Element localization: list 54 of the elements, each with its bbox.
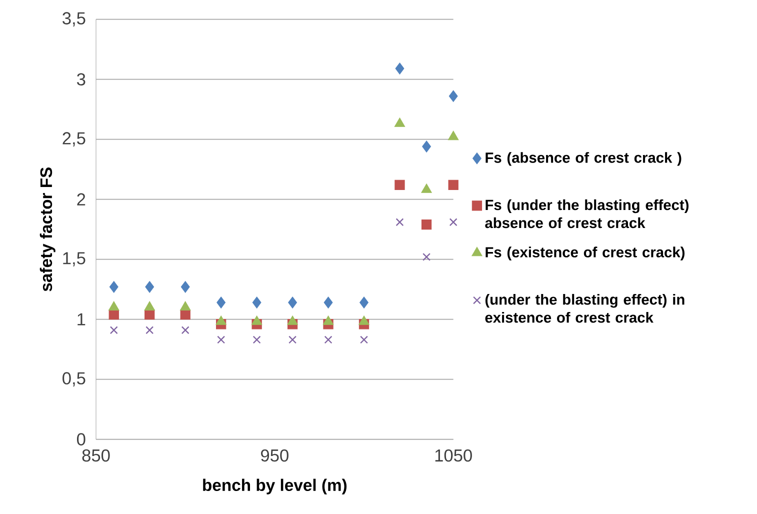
point — [146, 326, 154, 334]
point — [251, 316, 262, 325]
legend-label: Fs (under the blasting effect) absence of crest crack — [485, 199, 689, 228]
point — [394, 180, 405, 190]
point — [217, 336, 226, 344]
point — [288, 296, 298, 308]
point — [181, 326, 190, 334]
point — [144, 301, 155, 311]
y-tick-label: 3,5 — [62, 12, 86, 26]
y-tick-label: 1 — [78, 313, 86, 326]
y-tick-label: 2,5 — [62, 132, 86, 146]
legend-label: (under the blasting effect) in existence of crest crack — [485, 294, 684, 323]
y-axis-title: safety factor FS — [40, 167, 56, 292]
point — [394, 118, 406, 127]
point — [360, 296, 368, 308]
x-tick-label: 1050 — [435, 449, 472, 462]
y-tick-label: 0,5 — [62, 372, 86, 386]
point — [395, 62, 404, 74]
point — [252, 296, 262, 308]
point — [448, 180, 458, 190]
point — [422, 140, 431, 152]
x-axis-title: bench by level (m) — [203, 478, 347, 494]
point — [180, 301, 191, 311]
y-tick-label: 0 — [76, 433, 86, 446]
point — [180, 281, 190, 293]
point — [252, 336, 261, 344]
point — [108, 301, 120, 311]
point — [421, 219, 432, 230]
point — [145, 281, 154, 293]
point — [180, 309, 190, 320]
point — [422, 252, 431, 261]
point — [288, 336, 297, 344]
y-tick-label: 2 — [77, 193, 86, 206]
legend-label: Fs (absence of crest crack ) — [486, 152, 682, 166]
point — [109, 281, 118, 293]
point — [360, 336, 368, 344]
point — [287, 316, 298, 325]
legend-label: Fs (existence of crest crack) — [486, 246, 684, 260]
point — [216, 296, 226, 308]
point — [448, 90, 458, 102]
point — [324, 296, 333, 308]
y-tick-label: 1,5 — [63, 252, 86, 266]
point — [358, 316, 370, 325]
y-tick-label: 3 — [76, 73, 86, 86]
point — [396, 218, 404, 226]
point — [216, 316, 226, 325]
point — [448, 130, 459, 140]
point — [421, 184, 432, 193]
point — [324, 336, 332, 344]
x-tick-label: 850 — [82, 449, 110, 462]
x-tick-label: 950 — [261, 449, 288, 462]
point — [322, 316, 334, 325]
point — [110, 326, 118, 334]
point — [449, 218, 458, 226]
